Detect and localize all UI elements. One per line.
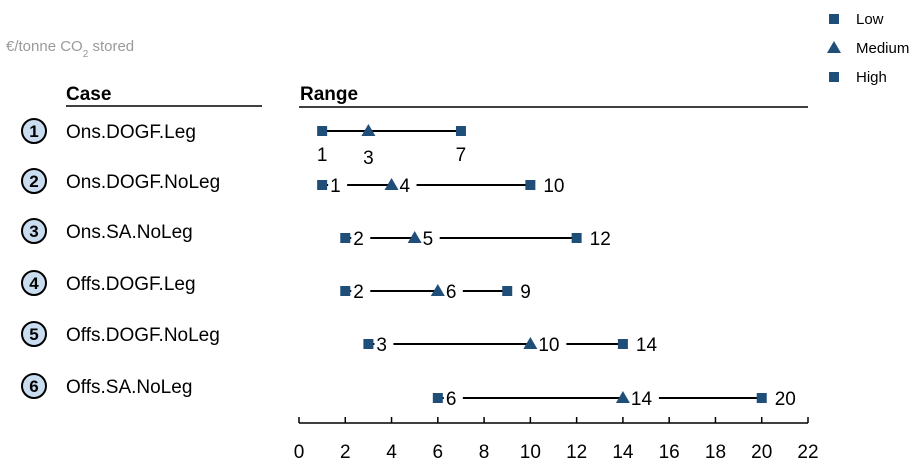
x-tick-label: 18	[705, 442, 726, 463]
low-marker	[340, 233, 351, 243]
case-row-3: 3 Ons.SA.NoLeg 2 5 12	[21, 218, 611, 250]
case-name: Ons.SA.NoLeg	[66, 222, 193, 243]
case-name: Offs.DOGF.Leg	[66, 274, 196, 295]
legend-label-high: High	[856, 69, 887, 86]
case-name: Offs.DOGF.NoLeg	[66, 325, 220, 346]
high-value-label: 10	[543, 176, 564, 197]
low-value-label: 2	[353, 229, 364, 250]
x-tick-label: 8	[479, 442, 490, 463]
case-row-2: 2 Ons.DOGF.NoLeg 1 4 10	[21, 168, 565, 197]
high-marker	[502, 286, 513, 296]
low-value-label: 3	[376, 335, 387, 356]
medium-value-label: 4	[400, 176, 411, 197]
x-tick-label: 10	[520, 442, 541, 463]
medium-value-label: 6	[446, 282, 457, 303]
case-name: Ons.DOGF.Leg	[66, 122, 196, 143]
high-marker	[455, 126, 466, 136]
x-tick-label: 16	[659, 442, 680, 463]
low-value-label: 1	[317, 145, 328, 166]
legend-label-medium: Medium	[856, 40, 909, 57]
x-axis: 0 2 4 6 8 10 12 14 16 18 20 22	[294, 417, 819, 463]
low-marker	[317, 180, 328, 190]
medium-marker	[615, 391, 630, 403]
low-value-label: 2	[353, 282, 364, 303]
legend-marker-low	[829, 14, 839, 24]
case-number: 6	[29, 377, 38, 396]
high-marker	[571, 233, 582, 243]
case-number: 4	[29, 274, 39, 293]
case-number-badge	[21, 218, 47, 244]
x-tick-label: 0	[294, 442, 305, 463]
low-marker	[340, 286, 351, 296]
case-row-6: 6 Offs.SA.NoLeg 6 14 20	[21, 373, 796, 410]
high-value-label: 14	[636, 335, 658, 356]
legend-marker-high	[829, 72, 839, 82]
medium-marker	[384, 178, 399, 190]
medium-marker	[430, 284, 445, 296]
high-value-label: 9	[520, 282, 531, 303]
low-marker	[363, 339, 374, 349]
case-name: Ons.DOGF.NoLeg	[66, 172, 220, 193]
low-marker	[432, 393, 443, 403]
high-marker	[617, 339, 628, 349]
x-tick-label: 12	[566, 442, 587, 463]
high-marker	[756, 393, 767, 403]
case-row-1: 1 Ons.DOGF.Leg 1 3 7	[21, 118, 467, 169]
high-marker	[525, 180, 536, 190]
unit-label: €/tonne CO2 stored	[6, 38, 134, 60]
legend: Low Medium High	[827, 11, 909, 86]
medium-marker	[407, 231, 422, 243]
low-marker	[317, 126, 328, 136]
x-tick-label: 14	[612, 442, 634, 463]
high-value-label: 7	[456, 145, 467, 166]
low-value-label: 1	[330, 176, 341, 197]
medium-value-label: 5	[423, 229, 434, 250]
medium-marker	[361, 124, 376, 136]
case-column-header: Case	[66, 84, 111, 105]
case-number: 5	[29, 325, 38, 344]
x-tick-label: 2	[340, 442, 351, 463]
x-tick-label: 6	[433, 442, 444, 463]
case-number: 2	[29, 172, 38, 191]
medium-marker	[523, 337, 538, 349]
case-name: Offs.SA.NoLeg	[66, 377, 192, 398]
low-value-label: 6	[446, 389, 457, 410]
case-number: 1	[29, 122, 38, 141]
high-value-label: 12	[590, 229, 611, 250]
legend-label-low: Low	[856, 11, 884, 28]
legend-marker-medium	[827, 41, 841, 53]
x-tick-label: 4	[386, 442, 397, 463]
medium-value-label: 3	[363, 148, 374, 169]
high-value-label: 20	[775, 389, 796, 410]
case-number-badge	[21, 321, 47, 347]
medium-value-label: 10	[538, 335, 559, 356]
case-row-5: 5 Offs.DOGF.NoLeg 3 10 14	[21, 321, 658, 356]
case-number-badge	[21, 168, 47, 194]
medium-value-label: 14	[631, 389, 653, 410]
case-number-badge	[21, 270, 47, 296]
range-column-header: Range	[300, 84, 358, 105]
case-number-badge	[21, 373, 47, 399]
case-row-4: 4 Offs.DOGF.Leg 2 6 9	[21, 270, 531, 303]
case-number-badge	[21, 118, 47, 144]
x-tick-label: 22	[797, 442, 818, 463]
case-number: 3	[29, 222, 38, 241]
x-tick-label: 20	[751, 442, 772, 463]
